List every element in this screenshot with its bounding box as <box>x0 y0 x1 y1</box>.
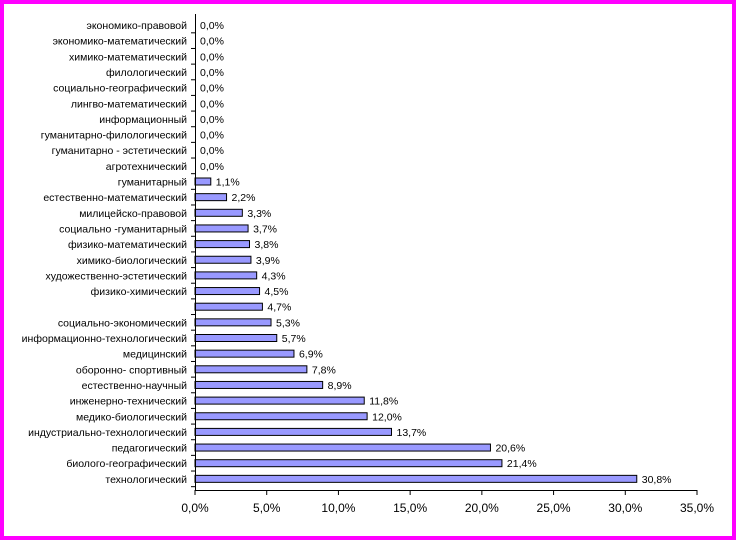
category-label: естественно-математический <box>43 192 187 204</box>
category-label: социально-экономический <box>58 317 187 329</box>
data-label: 0,0% <box>200 98 224 110</box>
category-label: гуманитарно - эстетический <box>52 145 188 157</box>
bar <box>194 287 261 296</box>
category-label: художественно-эстетический <box>45 270 187 282</box>
x-tick-label: 0,0% <box>181 501 209 515</box>
data-label: 7,8% <box>312 364 336 376</box>
data-label: 20,6% <box>495 443 525 455</box>
category-label: гуманитарный <box>118 177 187 189</box>
data-label: 4,5% <box>265 286 289 298</box>
category-label: филологический <box>106 67 187 79</box>
bar <box>194 193 228 202</box>
data-label: 5,7% <box>282 333 306 345</box>
data-label: 2,2% <box>232 192 256 204</box>
data-label: 11,8% <box>369 396 398 408</box>
bar <box>194 224 249 233</box>
category-label: биолого-географический <box>66 458 187 470</box>
category-label: гуманитарно-филологический <box>41 130 187 142</box>
category-label: милицейско-правовой <box>79 208 187 220</box>
category-label: естественно-научный <box>82 380 187 392</box>
axes-group <box>191 14 698 495</box>
category-label: информационный <box>99 114 187 126</box>
category-label: физико-химический <box>91 286 187 298</box>
data-label: 3,8% <box>255 239 279 251</box>
data-label: 0,0% <box>200 20 224 32</box>
bar <box>194 255 252 264</box>
category-label: технологический <box>105 474 187 486</box>
data-label: 0,0% <box>200 161 224 173</box>
category-label: социально-географический <box>53 83 187 95</box>
category-label: медико-биологический <box>76 411 187 423</box>
x-tick-label: 20,0% <box>465 501 499 515</box>
data-label: 1,1% <box>216 177 240 189</box>
data-labels: 0,0% 0,0% 0,0% 0,0% 0,0% 0,0% 0,0% 0,0% 0,0% 0,0%… <box>200 20 672 486</box>
category-label: оборонно- спортивный <box>76 364 187 376</box>
bar <box>194 380 324 389</box>
data-label: 13,7% <box>396 427 426 439</box>
data-label: 8,9% <box>328 380 352 392</box>
x-tick-label: 15,0% <box>393 501 427 515</box>
data-label: 0,0% <box>200 130 224 142</box>
data-label: 0,0% <box>200 145 224 157</box>
category-label: экономико-математический <box>53 36 188 48</box>
data-label: 0,0% <box>200 83 224 95</box>
data-label: 5,3% <box>276 317 300 329</box>
data-label: 0,0% <box>200 114 224 126</box>
category-label: химико-биологический <box>77 255 188 267</box>
data-label: 4,7% <box>267 302 291 314</box>
category-labels: экономико-правовой экономико-математическ… <box>22 20 187 486</box>
bar <box>194 474 638 483</box>
bars-group <box>194 177 638 483</box>
x-tick-label: 5,0% <box>253 501 281 515</box>
x-tick-label: 30,0% <box>608 501 642 515</box>
data-label: 0,0% <box>200 51 224 63</box>
bar <box>194 240 251 249</box>
bar <box>194 365 308 374</box>
x-tick-label: 35,0% <box>680 501 714 515</box>
category-label: инженерно-технический <box>70 396 187 408</box>
data-label: 12,0% <box>372 411 402 423</box>
x-tick-label: 10,0% <box>321 501 355 515</box>
category-label: экономико-правовой <box>86 20 187 32</box>
bar <box>194 427 392 436</box>
data-label: 30,8% <box>642 474 672 486</box>
category-label: социально -гуманитарный <box>59 223 187 235</box>
x-tick-labels: 0,0% 5,0% 10,0% 15,0% 20,0% 25,0% 30,0% 35,0% <box>181 501 714 515</box>
category-label: агротехнический <box>106 161 187 173</box>
bar <box>194 412 368 421</box>
bar <box>194 396 365 405</box>
bar <box>194 459 503 468</box>
bar <box>194 334 278 342</box>
category-label: информационно-технологический <box>22 333 187 345</box>
bar <box>194 177 212 186</box>
data-label: 3,7% <box>253 223 277 235</box>
bar <box>194 271 258 280</box>
data-label: 6,9% <box>299 349 323 361</box>
data-label: 4,3% <box>262 270 286 282</box>
bar <box>194 443 491 452</box>
data-label: 21,4% <box>507 458 537 470</box>
bar <box>194 302 263 311</box>
category-label: индустриально-технологический <box>28 427 187 439</box>
bar <box>194 318 272 327</box>
category-label: химико-математический <box>69 51 187 63</box>
data-label: 3,3% <box>247 208 271 220</box>
bar <box>194 349 295 358</box>
bar <box>194 208 243 217</box>
data-label: 0,0% <box>200 67 224 79</box>
x-tick-label: 25,0% <box>537 501 571 515</box>
category-label: физико-математический <box>68 239 187 251</box>
category-label: медицинский <box>123 349 187 361</box>
data-label: 3,9% <box>256 255 280 267</box>
data-label: 0,0% <box>200 36 224 48</box>
category-label: лингво-математический <box>71 98 187 110</box>
category-label: педагогический <box>112 443 187 455</box>
